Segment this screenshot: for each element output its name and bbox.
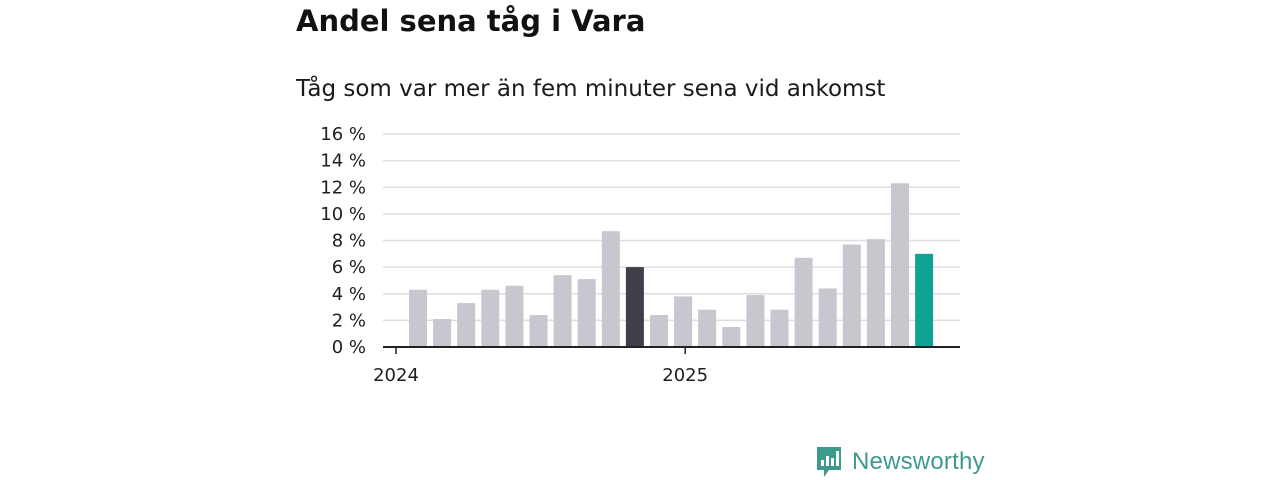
y-tick-label: 16 %: [320, 124, 366, 145]
y-tick-label: 6 %: [332, 257, 366, 278]
bar-latest: [915, 253, 934, 347]
bar: [650, 315, 668, 347]
x-tick-label: 2025: [662, 365, 708, 386]
bar: [577, 279, 596, 347]
gridlines: [383, 133, 960, 322]
y-tick-label: 0 %: [332, 337, 366, 358]
bar: [866, 239, 885, 347]
y-tick-label: 4 %: [332, 284, 366, 305]
bar: [553, 275, 572, 347]
x-axis: [383, 346, 960, 354]
bar: [433, 319, 452, 347]
bar-chart: 0 % 2 % 4 % 6 % 8 % 10 % 12 % 14 % 16 % 2024 2025: [320, 124, 960, 386]
bar: [794, 257, 813, 347]
bar: [891, 183, 909, 347]
bar: [601, 231, 620, 347]
bar: [698, 309, 717, 347]
bar-highlight: [625, 267, 644, 347]
y-tick-labels: 0 % 2 % 4 % 6 % 8 % 10 % 12 % 14 % 16 %: [320, 124, 366, 358]
x-tick-labels: 2024 2025: [373, 365, 708, 386]
bar: [746, 295, 765, 347]
y-tick-label: 8 %: [332, 231, 366, 252]
y-tick-label: 12 %: [320, 177, 366, 198]
chart-subtitle: Tåg som var mer än fem minuter sena vid …: [296, 76, 886, 102]
bar: [674, 296, 693, 347]
y-tick-label: 2 %: [332, 310, 366, 331]
brand-logo: Newsworthy: [815, 446, 985, 478]
bar: [842, 244, 861, 347]
bar: [529, 315, 548, 347]
chart-title: Andel sena tåg i Vara: [296, 4, 646, 38]
bar: [770, 309, 789, 347]
bar: [722, 327, 741, 347]
bar: [505, 285, 524, 347]
newsworthy-logo-icon: [817, 447, 841, 477]
y-tick-label: 10 %: [320, 204, 366, 225]
bar: [409, 289, 427, 347]
x-tick-label: 2024: [373, 365, 419, 386]
bar: [457, 303, 476, 347]
bars: [409, 183, 934, 347]
bar: [818, 288, 837, 347]
brand-name: Newsworthy: [852, 448, 985, 475]
bar: [481, 289, 500, 347]
y-tick-label: 14 %: [320, 151, 366, 172]
